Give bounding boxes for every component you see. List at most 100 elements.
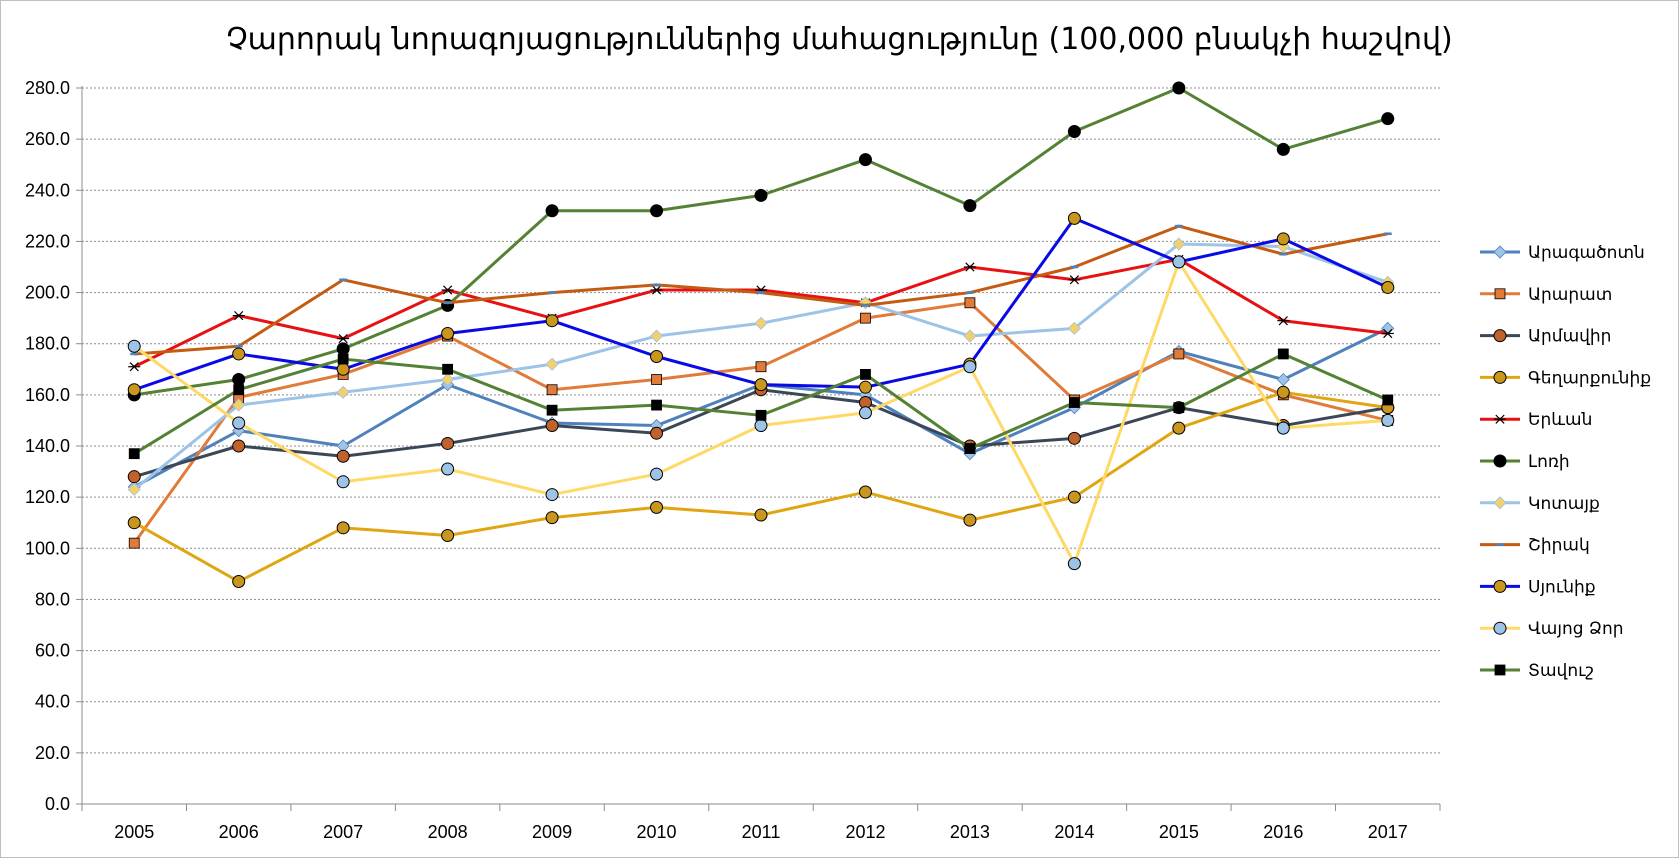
x-tick-label: 2015 — [1159, 822, 1199, 842]
data-point — [1276, 385, 1290, 399]
legend-entry: Կոտայք — [1480, 494, 1600, 514]
data-point — [337, 353, 349, 365]
data-point — [754, 419, 768, 433]
data-point — [1276, 372, 1290, 387]
legend-marker — [1493, 579, 1507, 593]
data-point — [128, 362, 141, 372]
y-tick-label: 280.0 — [25, 78, 70, 98]
data-point — [964, 297, 976, 309]
data-point — [963, 513, 977, 527]
data-point — [545, 204, 559, 218]
legend-marker — [1493, 621, 1507, 635]
marker-stroke — [1383, 328, 1393, 339]
legend-marker — [1493, 370, 1507, 384]
data-point — [858, 485, 872, 499]
data-point — [336, 385, 350, 399]
data-point — [233, 384, 245, 396]
y-tick-label: 220.0 — [25, 231, 70, 251]
series-6 — [127, 81, 1395, 402]
legend-label: Սյունիք — [1528, 577, 1596, 597]
data-point — [232, 347, 246, 361]
data-point — [336, 449, 350, 463]
data-point — [546, 384, 558, 396]
legend-marker — [1494, 288, 1506, 300]
data-point — [1067, 431, 1081, 445]
data-point — [651, 374, 662, 385]
marker-stroke — [129, 362, 139, 372]
data-point — [232, 416, 246, 430]
series-line — [133, 388, 1389, 479]
legend-entry: Վայոց Ձոր — [1480, 619, 1624, 639]
legend-marker — [1494, 664, 1506, 676]
data-point — [127, 383, 141, 397]
series-4 — [127, 385, 1395, 589]
marker-stroke — [965, 262, 975, 272]
data-point — [128, 448, 140, 460]
data-point — [963, 199, 977, 213]
data-point — [963, 329, 977, 343]
y-tick-label: 80.0 — [35, 589, 70, 609]
data-point — [545, 314, 559, 328]
x-tick-label: 2010 — [637, 822, 677, 842]
data-point — [1382, 394, 1394, 406]
y-tick-label: 0.0 — [45, 794, 70, 814]
data-point — [337, 333, 350, 344]
data-point — [1172, 421, 1186, 435]
data-point — [650, 500, 664, 514]
data-point — [1381, 413, 1395, 427]
legend-marker — [1493, 496, 1507, 510]
data-point — [232, 310, 245, 321]
data-point — [650, 204, 664, 218]
series-line — [133, 327, 1389, 489]
data-point — [127, 516, 141, 530]
data-point — [1172, 237, 1186, 251]
data-point — [128, 537, 140, 549]
data-point — [545, 357, 559, 371]
legend-entry: Տավուշ — [1480, 661, 1594, 681]
series-5 — [128, 254, 1394, 372]
data-point — [651, 399, 662, 411]
legend-marker — [1493, 245, 1507, 259]
legend-label: Լոռի — [1528, 452, 1570, 472]
y-tick-label: 120.0 — [25, 487, 70, 507]
x-tick-label: 2013 — [950, 822, 990, 842]
data-point — [1381, 328, 1394, 339]
legend-entry: Լոռի — [1480, 452, 1570, 472]
data-point — [860, 368, 871, 380]
data-point — [232, 575, 246, 589]
marker-stroke — [442, 285, 453, 295]
legend-label: Արարատ — [1528, 285, 1612, 305]
data-point — [1172, 255, 1186, 269]
data-point — [858, 380, 872, 394]
x-tick-label: 2017 — [1368, 822, 1408, 842]
legend-label: Շիրակ — [1528, 536, 1590, 556]
data-point — [442, 363, 454, 375]
data-point — [336, 475, 350, 489]
legend-label: Երևան — [1528, 410, 1592, 430]
data-point — [1067, 124, 1081, 138]
y-tick-label: 180.0 — [25, 334, 70, 354]
data-point — [1173, 402, 1185, 414]
data-point — [860, 312, 871, 324]
data-point — [964, 443, 976, 454]
data-point — [754, 316, 768, 330]
data-point — [336, 362, 350, 376]
x-tick-label: 2014 — [1054, 822, 1094, 842]
data-point — [545, 511, 559, 525]
data-point — [858, 406, 872, 420]
series-10 — [127, 255, 1395, 571]
x-tick-label: 2005 — [114, 822, 154, 842]
y-tick-label: 240.0 — [25, 180, 70, 200]
y-tick-label: 40.0 — [35, 692, 70, 712]
legend-entry: Արմավիր — [1480, 327, 1611, 347]
legend-entry: Արագածոտն — [1480, 243, 1645, 263]
marker-stroke — [1278, 316, 1288, 326]
data-point — [127, 482, 141, 497]
data-point — [127, 470, 141, 484]
x-tick-label: 2009 — [532, 822, 572, 842]
data-point — [336, 342, 350, 356]
data-point — [546, 404, 558, 416]
x-tick-label: 2006 — [219, 822, 259, 842]
legend-entry: Սյունիք — [1480, 577, 1596, 597]
